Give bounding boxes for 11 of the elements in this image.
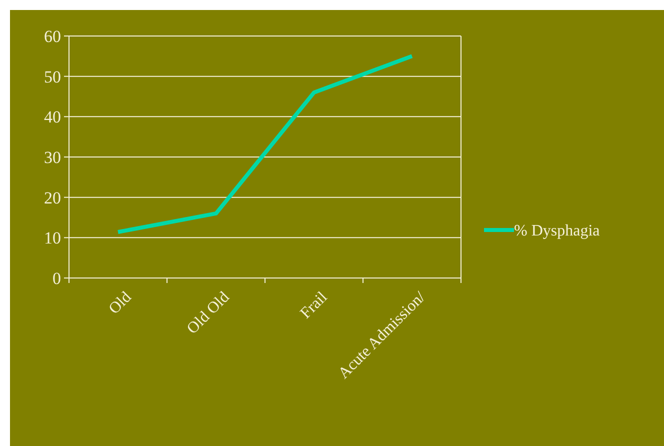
line-series xyxy=(116,54,414,234)
x-tick-label: Old Old xyxy=(184,288,233,338)
y-tick-label: 30 xyxy=(44,148,61,167)
y-tick-label: 20 xyxy=(44,188,61,208)
legend-label: % Dysphagia xyxy=(514,222,600,240)
x-tick-label: Old xyxy=(106,288,135,318)
y-tick-label: 60 xyxy=(44,26,61,46)
y-tick-label: 40 xyxy=(44,108,61,127)
y-tick-label: 10 xyxy=(44,228,61,248)
y-tick-label: 50 xyxy=(44,67,61,86)
y-tick-label: 0 xyxy=(52,268,61,288)
